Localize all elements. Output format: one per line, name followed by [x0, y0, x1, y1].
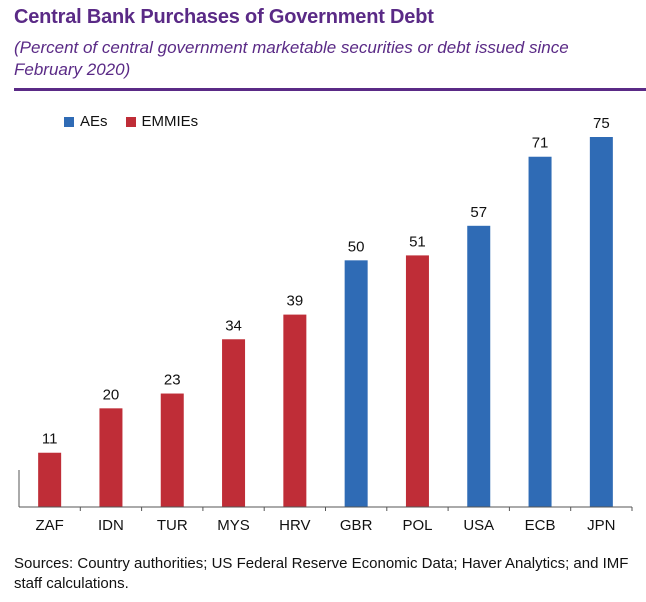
bar-gbr — [344, 260, 368, 507]
bar-usa — [467, 225, 491, 508]
legend-swatch-emmies — [125, 116, 136, 127]
bar-chart: 11 ZAF 20 IDN 23 TUR 34 MYS 39 HRV 50 GBR 51 POL 57 USA… — [18, 115, 633, 534]
bar-ecb — [528, 156, 552, 507]
value-label-hrv: 39 — [287, 293, 304, 310]
value-label-pol: 51 — [409, 233, 426, 250]
tick-label-usa: USA — [463, 517, 494, 534]
title-rule — [14, 88, 646, 91]
value-label-idn: 20 — [103, 386, 120, 403]
value-label-usa: 57 — [470, 204, 487, 221]
bar-idn — [99, 408, 123, 507]
sources-note: Sources: Country authorities; US Federal… — [14, 555, 629, 592]
tick-label-gbr: GBR — [340, 517, 373, 534]
legend-label-aes: AEs — [80, 113, 108, 130]
bar-zaf — [38, 452, 62, 507]
bar-tur — [160, 393, 184, 507]
tick-label-zaf: ZAF — [35, 517, 63, 534]
value-label-jpn: 75 — [593, 115, 610, 132]
tick-label-jpn: JPN — [587, 517, 615, 534]
bar-mys — [222, 339, 246, 507]
legend-item-aes: AEs — [64, 113, 108, 130]
tick-label-hrv: HRV — [279, 517, 310, 534]
value-label-gbr: 50 — [348, 238, 365, 255]
bar-pol — [405, 255, 429, 507]
chart-subtitle: (Percent of central government marketabl… — [14, 38, 569, 79]
legend: AEs EMMIEs — [64, 113, 216, 130]
value-label-ecb: 71 — [532, 135, 549, 152]
tick-label-mys: MYS — [217, 517, 250, 534]
value-label-tur: 23 — [164, 372, 181, 389]
legend-label-emmies: EMMIEs — [141, 113, 199, 130]
tick-label-pol: POL — [402, 517, 432, 534]
chart-title: Central Bank Purchases of Government Deb… — [14, 6, 434, 28]
value-label-mys: 34 — [225, 317, 242, 334]
bar-jpn — [589, 137, 613, 507]
tick-label-ecb: ECB — [525, 517, 556, 534]
bar-hrv — [283, 314, 307, 507]
tick-label-tur: TUR — [157, 517, 188, 534]
value-label-zaf: 11 — [42, 431, 58, 448]
legend-item-emmies: EMMIEs — [125, 113, 199, 130]
tick-label-idn: IDN — [98, 517, 124, 534]
legend-swatch-aes — [64, 116, 74, 127]
